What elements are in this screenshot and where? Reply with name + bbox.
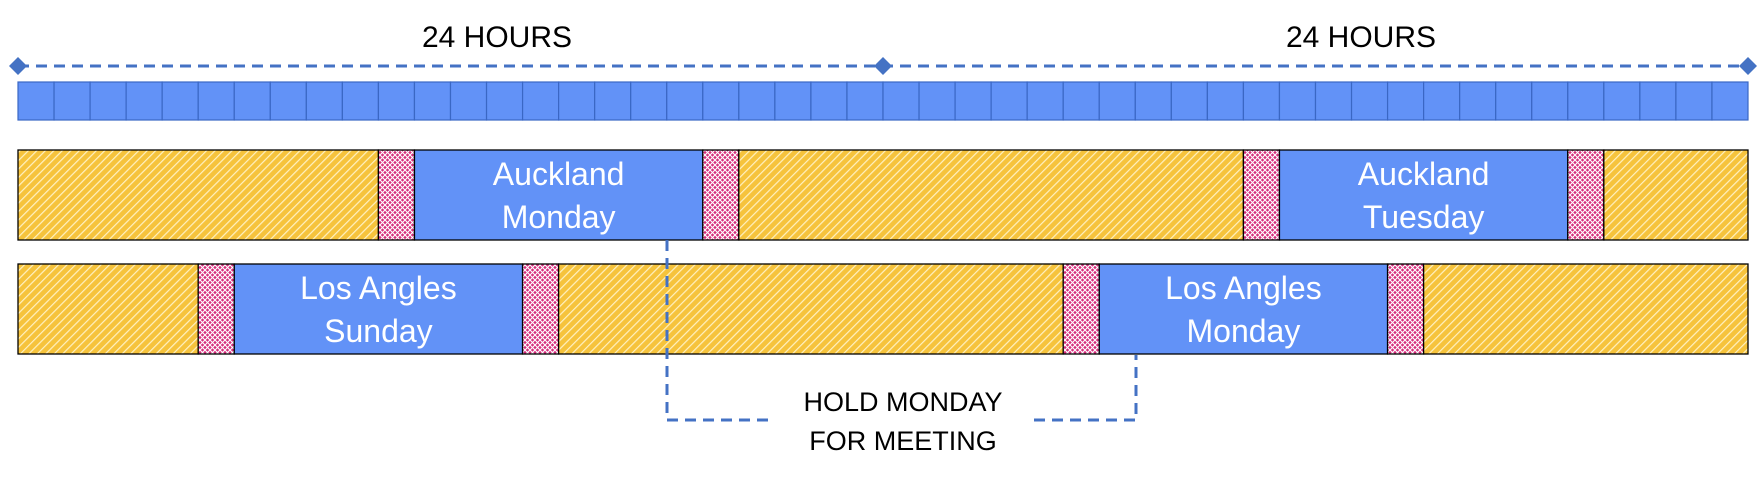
transition-segment [1386,263,1425,355]
hour-block [305,81,343,121]
hour-block [1098,81,1136,121]
transition-segment [1567,149,1605,241]
hour-block [1459,81,1497,121]
hour-block [774,81,812,121]
day-label-weekday: Monday [502,199,616,235]
hour-block [521,81,560,121]
day-label-city: Los Angles [300,270,457,306]
hour-block [1567,81,1605,121]
transition-segment [197,263,235,355]
transition-segment [702,149,740,241]
left-24-hours-label: 24 HOURS [422,21,572,54]
hour-block [269,81,307,121]
hour-block [53,81,91,121]
day-segment [233,263,524,355]
day-label-city: Auckland [1358,156,1490,192]
hour-block [1386,81,1425,121]
transition-segment [1062,263,1100,355]
hour-block [1134,81,1172,121]
hour-block [1639,81,1677,121]
callout-bracket-left [665,240,770,422]
hour-block [413,81,452,121]
hour-block [1531,81,1569,121]
hour-block [1206,81,1245,121]
hour-block [882,81,920,121]
span-end-diamond [1739,57,1757,75]
hour-block [702,81,740,121]
day-label-city: Auckland [493,156,625,192]
hour-block [1314,81,1353,121]
day-label-weekday: Sunday [324,313,433,349]
day-segment [1278,149,1569,241]
night-segment [557,263,1064,355]
hour-block [846,81,884,121]
transition-segment [1242,149,1281,241]
hour-blocks-row [17,81,1749,121]
day-label-weekday: Monday [1186,313,1300,349]
hour-block [449,81,488,121]
hour-block [558,81,596,121]
day-label-city: Los Angles [1165,270,1322,306]
span-start-diamond [9,57,27,75]
hour-block [233,81,271,121]
hour-block [810,81,848,121]
night-segment [1422,263,1749,355]
timezone-row-auckland: Auckland Monday Auckland Tuesday [17,149,1749,241]
day-label-weekday: Tuesday [1363,199,1485,235]
hour-block [1423,81,1461,121]
hour-block [918,81,956,121]
span-mid-diamond [874,57,892,75]
night-segment [738,149,1245,241]
day-segment [413,149,704,241]
transition-segment [521,263,560,355]
hour-block [1350,81,1389,121]
hour-block [666,81,704,121]
hour-block [1242,81,1281,121]
night-segment [1603,149,1749,241]
hour-block [1026,81,1064,121]
hour-block [1495,81,1533,121]
hour-block [990,81,1028,121]
hour-block [197,81,235,121]
hour-block [161,81,199,121]
night-segment [17,149,380,241]
hour-block [954,81,992,121]
hour-block [17,81,55,121]
hour-block [1278,81,1317,121]
hour-block [341,81,380,121]
hour-block [377,81,416,121]
hour-block [125,81,163,121]
callout-bracket-right [1034,355,1138,422]
hour-block [738,81,776,121]
hour-block [1675,81,1713,121]
hour-block [630,81,668,121]
hour-block [1603,81,1641,121]
hour-block [1170,81,1208,121]
hour-block [485,81,524,121]
hour-block [594,81,632,121]
callout-line-2: FOR MEETING [809,426,997,456]
timezone-rows: Auckland Monday Auckland Tuesday Los Angles S… [17,149,1749,355]
hour-block [1062,81,1100,121]
hour-block [1711,81,1749,121]
right-24-hours-label: 24 HOURS [1286,21,1436,54]
hour-block [89,81,127,121]
transition-segment [377,149,416,241]
callout-line-1: HOLD MONDAY [803,387,1002,417]
night-segment [17,263,199,355]
timezone-row-los-angeles: Los Angles Sunday Los Angles Monday [17,263,1749,355]
